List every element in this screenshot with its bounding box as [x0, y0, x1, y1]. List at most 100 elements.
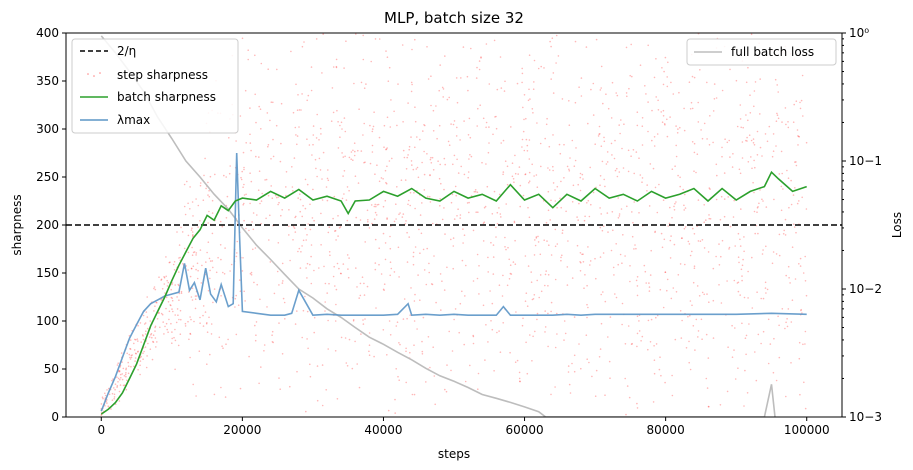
step-sharpness-point	[174, 328, 176, 331]
step-sharpness-point	[727, 196, 729, 198]
step-sharpness-point	[189, 356, 191, 359]
step-sharpness-point	[165, 322, 168, 325]
step-sharpness-point	[427, 336, 430, 338]
step-sharpness-point	[166, 285, 169, 287]
step-sharpness-point	[522, 130, 525, 133]
step-sharpness-point	[693, 142, 696, 145]
step-sharpness-point	[188, 338, 190, 341]
step-sharpness-point	[222, 347, 224, 350]
step-sharpness-point	[573, 354, 576, 357]
step-sharpness-point	[171, 337, 173, 340]
step-sharpness-point	[338, 267, 340, 270]
step-sharpness-point	[718, 284, 720, 286]
step-sharpness-point	[524, 173, 526, 176]
step-sharpness-point	[537, 235, 539, 238]
step-sharpness-point	[409, 314, 412, 317]
step-sharpness-point	[353, 82, 355, 85]
step-sharpness-point	[404, 179, 407, 181]
step-sharpness-point	[461, 259, 464, 262]
step-sharpness-point	[270, 158, 272, 160]
step-sharpness-point	[408, 236, 411, 238]
step-sharpness-point	[145, 366, 148, 369]
step-sharpness-point	[751, 167, 753, 170]
step-sharpness-point	[602, 252, 605, 254]
step-sharpness-point	[744, 369, 746, 372]
step-sharpness-point	[340, 336, 343, 339]
full-batch-loss-line	[100, 35, 776, 417]
step-sharpness-point	[476, 125, 479, 127]
step-sharpness-point	[414, 246, 417, 248]
step-sharpness-point	[649, 274, 652, 276]
step-sharpness-point	[114, 388, 116, 391]
step-sharpness-point	[389, 126, 392, 128]
step-sharpness-point	[405, 168, 408, 170]
step-sharpness-point	[442, 88, 445, 90]
step-sharpness-point	[389, 247, 392, 250]
step-sharpness-point	[145, 311, 148, 313]
step-sharpness-point	[285, 194, 287, 197]
step-sharpness-point	[278, 377, 280, 379]
step-sharpness-point	[344, 155, 346, 158]
step-sharpness-point	[367, 221, 369, 223]
step-sharpness-point	[582, 178, 584, 180]
step-sharpness-point	[758, 202, 760, 205]
step-sharpness-point	[374, 268, 377, 271]
step-sharpness-point	[557, 55, 560, 57]
step-sharpness-point	[633, 248, 635, 250]
step-sharpness-point	[176, 296, 178, 298]
step-sharpness-point	[267, 68, 270, 70]
step-sharpness-point	[256, 283, 259, 286]
step-sharpness-point	[460, 77, 462, 79]
step-sharpness-point	[310, 255, 312, 258]
step-sharpness-point	[205, 261, 207, 263]
step-sharpness-point	[333, 265, 336, 268]
step-sharpness-point	[607, 107, 610, 110]
step-sharpness-point	[726, 280, 728, 282]
step-sharpness-point	[675, 201, 677, 203]
step-sharpness-point	[600, 145, 603, 147]
step-sharpness-point	[603, 140, 606, 143]
step-sharpness-point	[278, 201, 280, 204]
step-sharpness-point	[417, 274, 419, 276]
step-sharpness-point	[183, 247, 186, 250]
step-sharpness-point	[658, 368, 661, 371]
step-sharpness-point	[244, 300, 246, 302]
step-sharpness-point	[199, 316, 201, 319]
step-sharpness-point	[467, 171, 470, 173]
step-sharpness-point	[327, 169, 329, 171]
step-sharpness-point	[433, 375, 436, 377]
step-sharpness-point	[414, 120, 417, 123]
step-sharpness-point	[419, 299, 421, 302]
step-sharpness-point	[473, 190, 476, 193]
step-sharpness-point	[411, 48, 413, 51]
step-sharpness-point	[798, 357, 801, 360]
step-sharpness-point	[137, 351, 139, 353]
step-sharpness-point	[323, 265, 325, 268]
step-sharpness-point	[439, 163, 442, 166]
step-sharpness-point	[576, 216, 578, 218]
step-sharpness-point	[304, 178, 307, 181]
legend-right: full batch loss	[686, 38, 837, 66]
step-sharpness-point	[635, 279, 638, 282]
step-sharpness-point	[206, 322, 208, 324]
step-sharpness-point	[395, 368, 398, 370]
step-sharpness-point	[177, 284, 180, 287]
step-sharpness-point	[346, 219, 349, 222]
step-sharpness-point	[413, 300, 416, 302]
step-sharpness-point	[749, 94, 751, 96]
step-sharpness-point	[441, 86, 444, 89]
step-sharpness-point	[479, 104, 482, 106]
step-sharpness-point	[464, 295, 466, 297]
step-sharpness-point	[636, 315, 639, 318]
step-sharpness-point	[712, 299, 715, 302]
step-sharpness-point	[180, 226, 182, 229]
step-sharpness-point	[577, 219, 579, 221]
step-sharpness-point	[734, 327, 736, 329]
step-sharpness-point	[741, 279, 743, 282]
step-sharpness-point	[391, 157, 393, 160]
step-sharpness-point	[481, 161, 483, 164]
step-sharpness-point	[504, 80, 506, 83]
step-sharpness-point	[670, 235, 672, 237]
step-sharpness-point	[747, 270, 749, 273]
